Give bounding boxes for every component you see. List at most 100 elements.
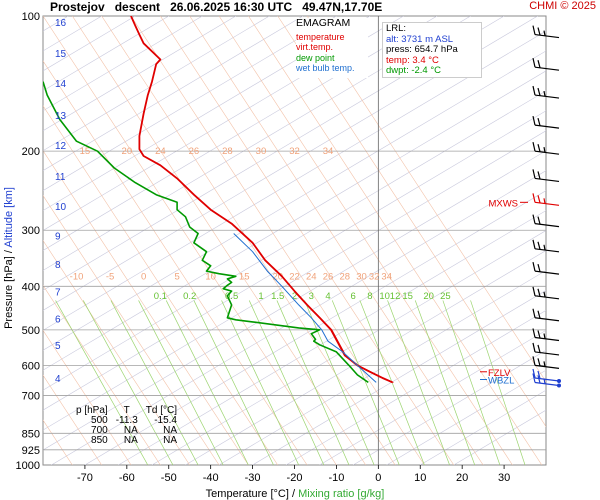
dry-adiabat [43, 50, 546, 351]
mixing-ratio-line [414, 300, 476, 465]
wind-barb-flag [537, 241, 541, 250]
mixing-ratio-line [331, 300, 400, 465]
altitude-tick-label: 8 [55, 260, 61, 271]
mixing-ratio-label: 5 [174, 271, 179, 282]
series-virt-temp [130, 16, 394, 383]
dry-adiabat [51, 170, 546, 465]
temperature-tick-label: -10 [328, 472, 344, 484]
mixing-ratio-line [276, 300, 350, 465]
legend-item-wet-bulb: wet bulb temp. [296, 63, 355, 73]
moist-adiabat [72, 16, 367, 465]
wind-barb-flag [537, 60, 541, 68]
moist-adiabat [43, 150, 249, 465]
moist-adiabat [130, 16, 425, 465]
wind-barb-flag [532, 142, 536, 152]
pressure-tick-label: 1000 [16, 460, 40, 472]
table-row: 700 NA NA [72, 426, 181, 436]
levels-cell: NA [123, 425, 138, 436]
mixing-ratio-label: 4 [325, 291, 330, 302]
station-name: Prostejov [50, 0, 105, 14]
mixing-ratio-label: 26 [189, 146, 200, 157]
table-row: 850 NA NA [72, 436, 181, 446]
mixing-ratio-line [248, 300, 325, 465]
altitude-tick-label: 9 [55, 231, 61, 242]
pressure-tick-label: 600 [22, 360, 40, 372]
mixing-ratio-label: -5 [106, 271, 114, 282]
altitude-tick-label: 5 [55, 341, 61, 352]
wind-barb-flag [532, 261, 536, 272]
wind-barb-flag [532, 373, 536, 383]
pressure-tick-label: 200 [22, 146, 40, 158]
moist-adiabat [306, 16, 546, 383]
wind-barb-flag [537, 310, 541, 319]
legend: EMAGRAM temperature virt.temp. dew point… [296, 18, 368, 78]
mixing-ratio-label: 8 [367, 291, 372, 302]
mixing-ratio-label: 1 [258, 291, 263, 302]
moist-adiabat [43, 374, 102, 465]
wind-barb-dot [557, 378, 561, 383]
wind-barb-flag [532, 308, 536, 318]
moist-adiabat [218, 16, 513, 465]
wind-barb [534, 248, 560, 253]
mixing-ratio-label: 20 [423, 291, 434, 302]
levels-cell: NA [163, 425, 177, 436]
dry-adiabat [43, 16, 438, 251]
moist-adiabat [248, 16, 543, 465]
dry-adiabat [386, 369, 546, 465]
levels-cell: NA [163, 435, 177, 446]
temperature-tick-label: -40 [203, 472, 219, 484]
wind-barb-flag [543, 198, 546, 204]
temperature-tick-label: -70 [77, 472, 93, 484]
altitude-tick-label: 11 [55, 172, 66, 183]
altitude-tick-label: 7 [55, 288, 61, 299]
dry-adiabat [285, 309, 546, 465]
wind-barb-flag [537, 27, 541, 36]
lrl-temp: temp: 3.4 °C [386, 54, 439, 66]
table-row: 500 -11.3 -15.4 [72, 416, 181, 426]
wind-barb-flag [537, 288, 541, 297]
mixing-ratio-label: 26 [323, 271, 334, 282]
dry-adiabat [43, 110, 546, 411]
moist-adiabat [43, 195, 220, 465]
mixing-ratio-label: 24 [155, 146, 166, 157]
mixing-ratio-line [82, 300, 174, 465]
wind-barb-flag [537, 375, 541, 384]
pressure-tick-label: 300 [22, 225, 40, 237]
temperature-tick-label: -30 [245, 472, 261, 484]
wind-barb-flag [532, 169, 536, 179]
series-wet-bulb-temp [233, 233, 377, 383]
wind-barb [534, 381, 560, 387]
dry-adiabat [43, 16, 471, 271]
levels-cell: -15.4 [154, 415, 177, 426]
levels-header-p: p [hPa] [76, 405, 108, 416]
moist-adiabat [43, 329, 132, 465]
levels-cell: -11.3 [115, 415, 138, 426]
levels-header-t: T [123, 405, 130, 416]
wind-barb-flag [543, 361, 546, 367]
wind-barbs [532, 25, 561, 388]
wind-barb-flag [537, 87, 541, 96]
wind-barb-flag [537, 358, 541, 367]
lrl-alt: alt: 3731 m ASL [386, 33, 454, 45]
wind-barb-flag [532, 25, 536, 35]
temperature-tick-label: -50 [161, 472, 177, 484]
wind-barb-flag [537, 330, 541, 339]
wind-barb-dot [557, 383, 561, 388]
wind-barb-flag [532, 356, 536, 366]
moist-adiabat [43, 60, 308, 465]
wind-barb-flag [532, 239, 536, 249]
sounding-mode: descent [114, 0, 161, 14]
levels-cell: NA [123, 435, 138, 446]
mixing-ratio-line [165, 300, 249, 465]
dry-adiabat [43, 16, 270, 152]
temperature-tick-label: 30 [498, 472, 510, 484]
dry-adiabat [0, 16, 1, 465]
temperature-tick-label: 10 [414, 472, 426, 484]
mixing-ratio-label: 34 [323, 146, 334, 157]
wind-barb [534, 66, 560, 71]
moist-adiabat [43, 105, 278, 465]
dry-adiabat [218, 270, 546, 465]
dry-adiabat [185, 250, 546, 465]
